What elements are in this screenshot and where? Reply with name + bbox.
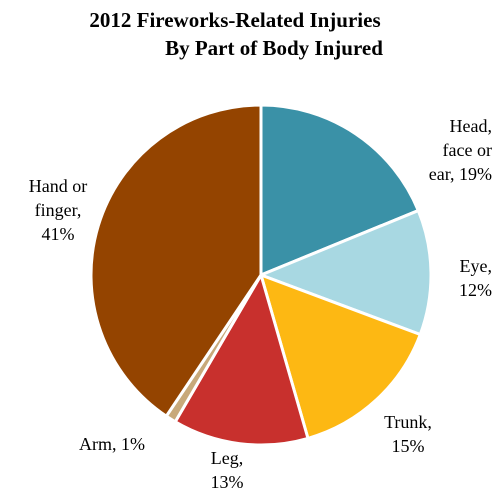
slice-label-line: Head,: [450, 116, 492, 136]
slice-label-line: Arm, 1%: [79, 434, 145, 454]
chart-title-line1: 2012 Fireworks-Related Injuries: [89, 8, 381, 32]
slice-label-line: ear, 19%: [429, 164, 492, 184]
slice-label-leg: Leg, 13%: [211, 448, 244, 492]
pie-slice-head: [259, 103, 420, 277]
slice-label-line: Trunk,: [384, 412, 432, 432]
slice-label-arm: Arm, 1%: [79, 434, 145, 454]
slice-label-line: 15%: [392, 436, 425, 456]
slice-label-line: face or: [443, 140, 492, 160]
slice-label-line: 12%: [459, 280, 492, 300]
slice-label-line: Hand or: [29, 176, 87, 196]
pie-slice-leg: [173, 273, 310, 447]
slice-label-head: Head, face or ear, 19%: [429, 116, 492, 184]
slice-label-line: 41%: [42, 224, 75, 244]
pie-slice-hand: [89, 103, 263, 418]
slice-label-line: 13%: [211, 472, 244, 492]
pie-slice-trunk: [259, 273, 422, 440]
slice-label-line: Leg,: [211, 448, 243, 468]
pie-slice-eye: [259, 209, 433, 337]
slice-label-hand: Hand or finger, 41%: [29, 176, 87, 244]
slice-label-eye: Eye, 12%: [459, 256, 492, 300]
slice-label-trunk: Trunk, 15%: [384, 412, 432, 456]
chart-title-line2: By Part of Body Injured: [165, 36, 383, 60]
chart-title: 2012 Fireworks-Related Injuries By Part …: [0, 6, 504, 62]
slice-label-line: Eye,: [460, 256, 492, 276]
slice-label-line: finger,: [35, 200, 82, 220]
